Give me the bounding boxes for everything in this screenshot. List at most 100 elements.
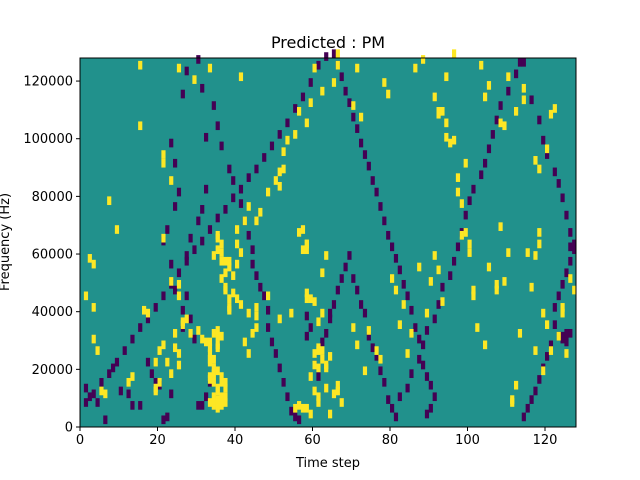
heatmap-cell-low (386, 395, 391, 404)
heatmap-cell-low (436, 300, 441, 309)
heatmap-cell-high (432, 92, 437, 102)
heatmap-cell-low (192, 245, 197, 255)
heatmap-cell-high (95, 346, 100, 355)
heatmap-cell-low (560, 279, 565, 289)
heatmap-cell-high (273, 176, 278, 185)
heatmap-cell-low (188, 314, 193, 324)
heatmap-cell-high (196, 326, 201, 335)
heatmap-cell-low (498, 101, 503, 110)
heatmap-cell-high (564, 349, 569, 358)
heatmap-cell-high (444, 72, 449, 82)
heatmap-cell-low (328, 314, 333, 324)
heatmap-cell-low (572, 239, 577, 249)
heatmap-cell-high (494, 279, 499, 289)
heatmap-cell-high (231, 271, 236, 280)
heatmap-cell-low (506, 86, 511, 96)
heatmap-cell-low (564, 328, 569, 338)
heatmap-cell-low (180, 305, 185, 315)
heatmap-cell-low (231, 176, 236, 185)
heatmap-cell-high (502, 277, 507, 286)
heatmap-cell-high (432, 251, 437, 260)
heatmap-cell-high (235, 225, 240, 234)
x-tick-label: 120 (533, 433, 558, 448)
heatmap-cell-high (331, 389, 337, 399)
heatmap-cell-high (297, 401, 302, 410)
heatmap-cell-low (103, 415, 108, 425)
heatmap-cell-high (169, 369, 174, 378)
heatmap-cell-low (83, 383, 89, 393)
heatmap-cell-low (556, 179, 561, 188)
heatmap-cell-low (153, 303, 158, 312)
y-axis-ticks: 0 20000 40000 60000 80000 100000 120000 (23, 75, 80, 436)
heatmap-cell-low (173, 202, 178, 211)
y-tick-label: 60000 (32, 248, 73, 263)
heatmap-cell-low (359, 300, 364, 309)
heatmap-cell-low (111, 363, 116, 373)
heatmap-cell-high (308, 372, 313, 381)
heatmap-cell-high (537, 228, 542, 237)
heatmap-cell-high (103, 389, 108, 399)
heatmap-cell-high (254, 216, 259, 226)
heatmap-cell-low (262, 291, 267, 301)
heatmap-cell-high (533, 156, 538, 165)
heatmap-cell-high (455, 173, 461, 182)
heatmap-cell-low (238, 184, 244, 194)
heatmap-cell-low (409, 305, 414, 315)
heatmap-cell-low (196, 55, 201, 64)
heatmap-cell-high (335, 60, 340, 70)
heatmap-cell-low (525, 403, 530, 413)
heatmap-cell-high (238, 72, 244, 82)
heatmap-cell-low (297, 415, 302, 425)
heatmap-cell-low (552, 167, 557, 177)
heatmap-cell-low (529, 95, 534, 105)
heatmap-cell-low (200, 401, 205, 410)
heatmap-cell-low (486, 144, 492, 154)
heatmap-cell-low (304, 331, 309, 341)
heatmap-cell-low (184, 291, 189, 301)
heatmap-cell-low (552, 320, 557, 329)
heatmap-cell-low (355, 124, 360, 133)
heatmap-cell-high (91, 259, 96, 269)
heatmap-cell-low (153, 377, 158, 387)
heatmap-cell-high (192, 75, 197, 84)
heatmap-cell-low (397, 392, 402, 402)
heatmap-cell-high (308, 98, 313, 108)
heatmap-cell-low (331, 49, 337, 58)
heatmap-cell-high (548, 346, 554, 355)
heatmap-cell-high (157, 377, 162, 387)
heatmap-cell-high (207, 398, 213, 407)
heatmap-cell-high (312, 386, 317, 396)
heatmap-cell-high (169, 277, 174, 286)
x-tick-label: 20 (149, 433, 166, 448)
heatmap-cell-high (211, 369, 216, 378)
heatmap-cell-high (320, 268, 325, 278)
heatmap-cell-high (498, 118, 503, 128)
heatmap-cell-low (258, 282, 263, 292)
heatmap-cell-high (537, 239, 542, 249)
heatmap-cell-high (107, 196, 112, 206)
heatmap-cell-low (421, 360, 426, 370)
heatmap-cell-high (541, 366, 546, 376)
heatmap-cell-high (312, 63, 317, 73)
heatmap-cell-low (490, 130, 495, 139)
heatmap-cell-high (219, 248, 224, 257)
heatmap-cell-high (91, 334, 96, 344)
y-tick-label: 20000 (32, 363, 73, 378)
heatmap-cell-high (436, 107, 441, 116)
heatmap-cell-low (266, 323, 271, 332)
heatmap-cells (80, 49, 577, 427)
y-tick-label: 0 (65, 421, 73, 436)
heatmap-cell-high (436, 265, 441, 275)
heatmap-cell-low (568, 328, 573, 338)
heatmap-cell-low (564, 210, 569, 220)
heatmap-cell-low (169, 389, 174, 399)
heatmap-cell-low (254, 164, 259, 174)
heatmap-cell-high (405, 349, 410, 358)
heatmap-cell-high (393, 285, 399, 295)
heatmap-cell-low (390, 242, 395, 252)
heatmap-cell-low (277, 363, 282, 373)
heatmap-cell-high (207, 63, 213, 73)
heatmap-cell-low (568, 256, 573, 266)
heatmap-cell-low (215, 213, 220, 223)
heatmap-cell-low (246, 230, 251, 240)
